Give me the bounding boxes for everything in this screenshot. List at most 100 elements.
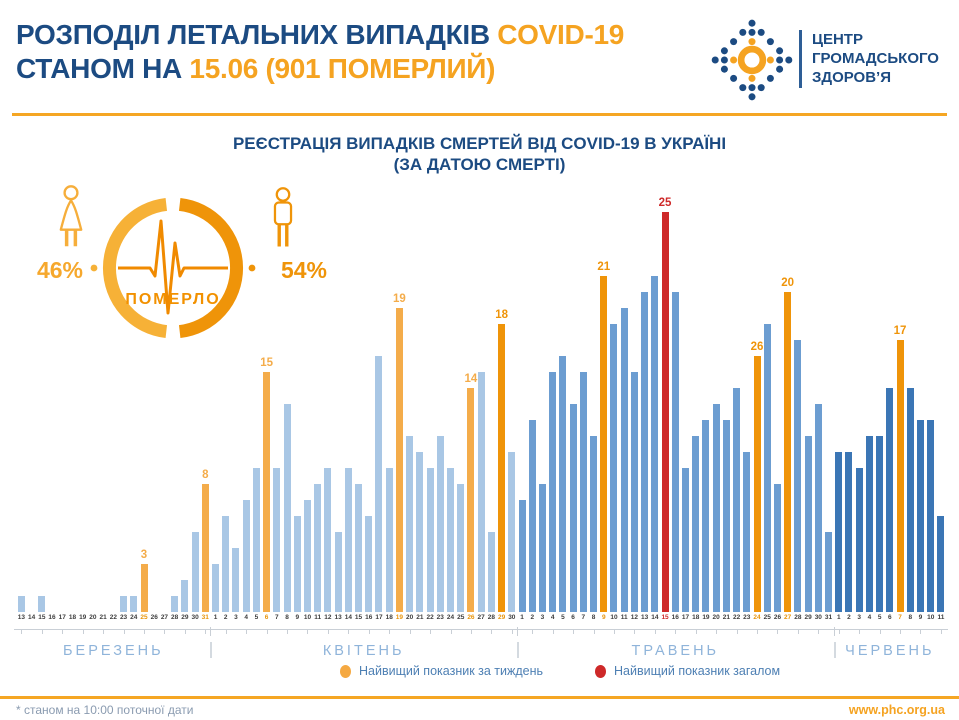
chart-title-line2: (ЗА ДАТОЮ СМЕРТІ) bbox=[393, 155, 566, 174]
bar-value-label-24: 26 bbox=[750, 341, 764, 353]
bar-БЕРЕЗЕНЬ-28 bbox=[171, 596, 179, 612]
date-label-ТРАВЕНЬ-7: 7 bbox=[581, 614, 586, 621]
date-label-БЕРЕЗЕНЬ-17: 17 bbox=[58, 614, 66, 621]
bar-ТРАВЕНЬ-7 bbox=[579, 372, 587, 612]
axis-tick bbox=[82, 629, 84, 634]
date-label-КВІТЕНЬ-3: 3 bbox=[234, 614, 238, 621]
bar-КВІТЕНЬ-25 bbox=[457, 484, 465, 612]
bar-КВІТЕНЬ-18 bbox=[385, 468, 393, 612]
date-label-ТРАВЕНЬ-19: 19 bbox=[702, 614, 710, 621]
bar-КВІТЕНЬ-29 bbox=[498, 324, 506, 612]
date-label-ЧЕРВЕНЬ-7: 7 bbox=[898, 614, 902, 621]
date-label-КВІТЕНЬ-16: 16 bbox=[365, 614, 373, 621]
bar-КВІТЕНЬ-22 bbox=[426, 468, 434, 612]
chart-title: РЕЄСТРАЦІЯ ВИПАДКІВ СМЕРТЕЙ ВІД COVID-19… bbox=[0, 133, 959, 175]
date-label-ТРАВЕНЬ-8: 8 bbox=[591, 614, 596, 621]
date-label-ТРАВЕНЬ-25: 25 bbox=[763, 614, 771, 621]
date-label-ТРАВЕНЬ-14: 14 bbox=[651, 614, 659, 621]
axis-tick bbox=[920, 629, 922, 634]
date-label-КВІТЕНЬ-13: 13 bbox=[334, 614, 342, 621]
footer-note: * станом на 10:00 поточної дати bbox=[16, 703, 194, 717]
axis-tick bbox=[940, 629, 942, 634]
bar-ЧЕРВЕНЬ-7 bbox=[896, 340, 904, 612]
bar-ЧЕРВЕНЬ-8 bbox=[906, 388, 914, 612]
bar-ТРАВЕНЬ-5 bbox=[559, 356, 567, 612]
date-label-ТРАВЕНЬ-4: 4 bbox=[550, 614, 555, 621]
bar-КВІТЕНЬ-9 bbox=[293, 516, 301, 612]
bar-value-label-25: 3 bbox=[140, 549, 148, 561]
date-label-КВІТЕНЬ-2: 2 bbox=[223, 614, 228, 621]
bar-ТРАВЕНЬ-9 bbox=[600, 276, 608, 612]
axis-line bbox=[14, 629, 948, 630]
axis-tick bbox=[654, 629, 656, 634]
bar-КВІТЕНЬ-24 bbox=[447, 468, 454, 612]
bar-БЕРЕЗЕНЬ-13 bbox=[17, 596, 25, 612]
bar-ТРАВЕНЬ-27 bbox=[784, 292, 792, 612]
female-icon bbox=[59, 185, 83, 247]
bar-ТРАВЕНЬ-14 bbox=[651, 276, 659, 612]
date-label-КВІТЕНЬ-21: 21 bbox=[416, 614, 424, 621]
legend-item-overall: Найвищий показник загалом bbox=[595, 664, 780, 678]
axis-tick-month bbox=[833, 627, 835, 636]
bar-КВІТЕНЬ-26 bbox=[467, 388, 475, 612]
date-label-КВІТЕНЬ-15: 15 bbox=[354, 614, 363, 621]
logo-line-3: ЗДОРОВ’Я bbox=[812, 69, 892, 86]
bar-БЕРЕЗЕНЬ-15 bbox=[38, 596, 46, 612]
date-label-ТРАВЕНЬ-20: 20 bbox=[712, 614, 720, 621]
axis-tick bbox=[797, 629, 799, 634]
date-label-КВІТЕНЬ-27: 27 bbox=[477, 614, 485, 621]
bar-value-label-31: 8 bbox=[202, 469, 209, 481]
title-orange-2: 15.06 (901 ПОМЕРЛИЙ) bbox=[189, 53, 496, 84]
date-label-ТРАВЕНЬ-24: 24 bbox=[753, 614, 761, 621]
footer-url[interactable]: www.phc.org.ua bbox=[848, 703, 945, 717]
date-label-КВІТЕНЬ-19: 19 bbox=[395, 614, 404, 621]
bar-КВІТЕНЬ-2 bbox=[222, 516, 230, 612]
date-label-ЧЕРВЕНЬ-9: 9 bbox=[918, 614, 923, 621]
date-label-ТРАВЕНЬ-27: 27 bbox=[784, 614, 792, 621]
date-label-ТРАВЕНЬ-21: 21 bbox=[722, 614, 730, 621]
bar-ТРАВЕНЬ-23 bbox=[743, 452, 751, 612]
date-label-ЧЕРВЕНЬ-8: 8 bbox=[908, 614, 913, 621]
axis-tick bbox=[879, 629, 881, 634]
date-label-ТРАВЕНЬ-12: 12 bbox=[630, 614, 639, 621]
chart-legend: Найвищий показник за тиждень Найвищий по… bbox=[340, 664, 780, 678]
title-dark-1: РОЗПОДІЛ ЛЕТАЛЬНИХ ВИПАДКІВ bbox=[16, 19, 498, 50]
date-label-КВІТЕНЬ-12: 12 bbox=[324, 614, 332, 621]
male-icon bbox=[273, 187, 293, 247]
date-label-БЕРЕЗЕНЬ-21: 21 bbox=[99, 614, 107, 621]
logo-text: ЦЕНТР ГРОМАДСЬКОГО ЗДОРОВ’Я bbox=[812, 30, 959, 87]
bar-КВІТЕНЬ-20 bbox=[406, 436, 414, 612]
axis-tick bbox=[164, 629, 166, 634]
bar-ТРАВЕНЬ-30 bbox=[814, 404, 822, 612]
bar-БЕРЕЗЕНЬ-30 bbox=[191, 532, 199, 612]
ring-left-dot bbox=[90, 264, 98, 272]
date-label-ТРАВЕНЬ-26: 26 bbox=[773, 614, 782, 621]
bar-ТРАВЕНЬ-16 bbox=[671, 292, 679, 612]
female-percentage: 46% bbox=[36, 257, 84, 283]
axis-tick bbox=[695, 629, 697, 634]
date-label-КВІТЕНЬ-11: 11 bbox=[314, 614, 322, 621]
axis-tick bbox=[573, 629, 575, 634]
axis-tick bbox=[348, 629, 350, 634]
axis-tick bbox=[123, 629, 125, 634]
date-label-БЕРЕЗЕНЬ-25: 25 bbox=[140, 614, 148, 621]
date-label-ТРАВЕНЬ-16: 16 bbox=[671, 614, 679, 621]
axis-tick bbox=[225, 629, 227, 634]
month-label-БЕРЕЗЕНЬ: БЕРЕЗЕНЬ bbox=[63, 643, 164, 659]
month-label-КВІТЕНЬ: КВІТЕНЬ bbox=[322, 643, 405, 659]
date-label-ТРАВЕНЬ-10: 10 bbox=[610, 614, 618, 621]
bar-КВІТЕНЬ-15 bbox=[355, 484, 363, 612]
axis-tick bbox=[470, 629, 472, 634]
axis-tick bbox=[552, 629, 554, 634]
bar-КВІТЕНЬ-11 bbox=[314, 484, 322, 612]
date-label-КВІТЕНЬ-9: 9 bbox=[295, 614, 300, 621]
bar-ЧЕРВЕНЬ-6 bbox=[886, 388, 894, 612]
axis-tick bbox=[307, 629, 309, 634]
bar-КВІТЕНЬ-14 bbox=[344, 468, 352, 612]
axis-tick bbox=[634, 629, 636, 634]
date-label-ЧЕРВЕНЬ-11: 11 bbox=[937, 614, 945, 621]
date-label-ТРАВЕНЬ-9: 9 bbox=[601, 614, 606, 621]
date-label-КВІТЕНЬ-20: 20 bbox=[406, 614, 414, 621]
